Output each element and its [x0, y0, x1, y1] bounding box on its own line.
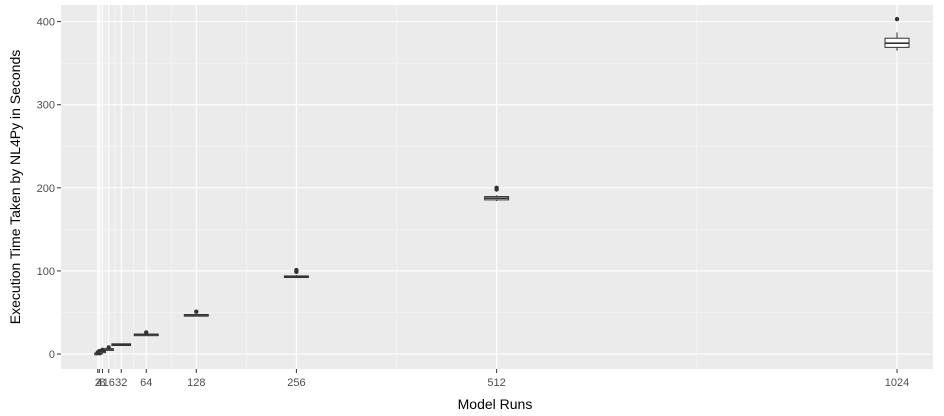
x-tick-label: 4 [96, 377, 102, 389]
x-tick-label: 512 [487, 377, 505, 389]
box-series [94, 16, 910, 356]
box-group [283, 267, 309, 279]
box-outlier [294, 267, 299, 273]
box-outlier [194, 309, 199, 314]
box-outlier [144, 330, 149, 335]
x-tick-label: 256 [287, 377, 305, 389]
x-axis-title: Model Runs [458, 396, 533, 412]
box-group [133, 330, 159, 337]
box-group [484, 185, 510, 202]
x-tick-label: 1024 [885, 377, 909, 389]
box-outlier [894, 16, 900, 22]
y-tick-label: 400 [37, 17, 55, 29]
x-tick-label: 128 [187, 377, 205, 389]
box-outlier [106, 345, 111, 350]
y-tick-label: 0 [49, 349, 55, 361]
major-gridlines [61, 5, 933, 369]
box-outlier [494, 185, 499, 191]
x-tick-label: 64 [140, 377, 152, 389]
box-group [111, 343, 132, 347]
box-group [103, 345, 114, 351]
box-group [183, 309, 209, 317]
y-axis-title: Execution Time Taken by NL4Py in Seconds [7, 50, 23, 324]
x-tick-label: 16 [103, 377, 115, 389]
box-group [884, 16, 910, 51]
y-tick-label: 100 [37, 266, 55, 278]
y-tick-label: 200 [37, 183, 55, 195]
x-tick-label: 2 [95, 377, 101, 389]
x-tick-label: 32 [115, 377, 127, 389]
y-axis-ticks: 0 100 200 300 400 [37, 17, 61, 361]
x-tick-label: 8 [99, 377, 105, 389]
y-tick-label: 300 [37, 100, 55, 112]
